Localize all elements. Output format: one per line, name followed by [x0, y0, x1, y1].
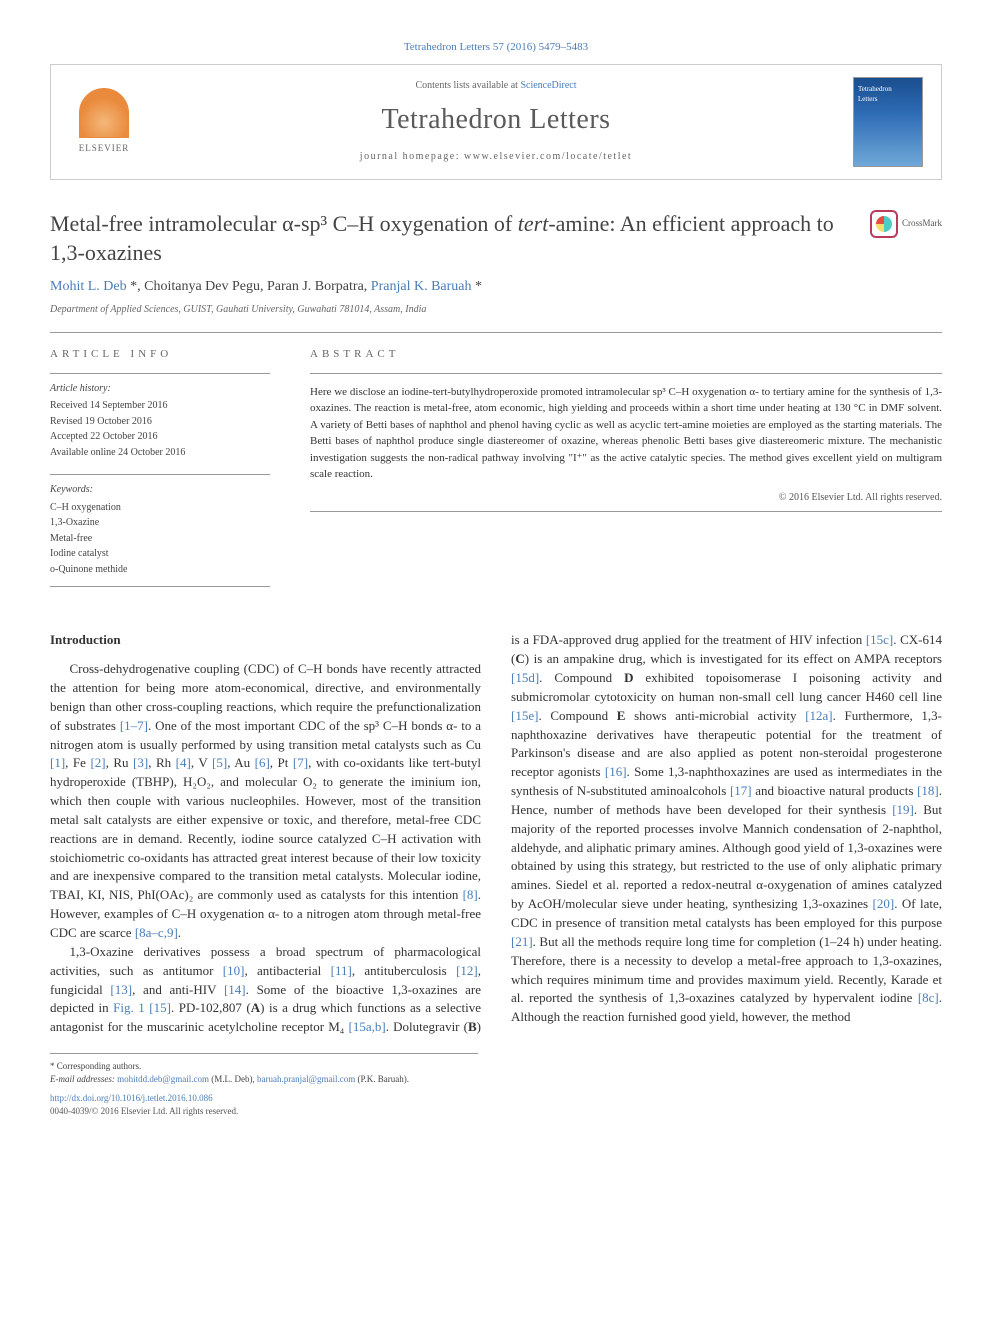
abstract-text: Here we disclose an iodine-tert-butylhyd… [310, 384, 942, 483]
elsevier-tree-icon [79, 88, 129, 138]
keywords-head: Keywords: [50, 483, 270, 498]
article-title: Metal-free intramolecular α-sp³ C–H oxyg… [50, 210, 850, 267]
footnotes: * Corresponding authors. E-mail addresse… [50, 1053, 478, 1118]
keyword: o-Quinone methide [50, 563, 270, 578]
email-who-1: (M.L. Deb), [209, 1074, 257, 1084]
history-line: Available online 24 October 2016 [50, 446, 270, 461]
history-head: Article history: [50, 382, 270, 397]
history-line: Received 14 September 2016 [50, 399, 270, 414]
rule-top [50, 332, 942, 333]
body-columns: Introduction Cross-dehydrogenative coupl… [50, 631, 942, 1037]
crossmark-label: CrossMark [902, 217, 942, 230]
affiliation: Department of Applied Sciences, GUIST, G… [50, 303, 942, 318]
keyword: Iodine catalyst [50, 547, 270, 562]
introduction-heading: Introduction [50, 631, 481, 650]
crossmark-widget[interactable]: CrossMark [870, 210, 942, 238]
keyword: 1,3-Oxazine [50, 516, 270, 531]
contents-prefix: Contents lists available at [415, 80, 520, 91]
publisher-label: ELSEVIER [79, 142, 130, 155]
email-link-2[interactable]: baruah.pranjal@gmail.com [257, 1074, 355, 1084]
corresponding-note: * Corresponding authors. [50, 1060, 478, 1073]
issn-line: 0040-4039/© 2016 Elsevier Ltd. All right… [50, 1105, 478, 1118]
history-line: Accepted 22 October 2016 [50, 430, 270, 445]
keyword: C–H oxygenation [50, 501, 270, 516]
history-line: Revised 19 October 2016 [50, 415, 270, 430]
journal-cover-thumbnail[interactable] [853, 77, 923, 167]
email-who-2: (P.K. Baruah). [355, 1074, 409, 1084]
homepage-url[interactable]: www.elsevier.com/locate/tetlet [464, 151, 632, 162]
homepage-prefix: journal homepage: [360, 151, 464, 162]
contents-available-line: Contents lists available at ScienceDirec… [159, 79, 833, 94]
journal-homepage-line: journal homepage: www.elsevier.com/locat… [159, 150, 833, 165]
journal-name: Tetrahedron Letters [159, 100, 833, 141]
keyword: Metal-free [50, 532, 270, 547]
authors-line: Mohit L. Deb *, Choitanya Dev Pegu, Para… [50, 277, 942, 297]
sciencedirect-link[interactable]: ScienceDirect [520, 80, 576, 91]
email-link-1[interactable]: mohitdd.deb@gmail.com [117, 1074, 209, 1084]
abstract-copyright: © 2016 Elsevier Ltd. All rights reserved… [310, 491, 942, 506]
journal-citation: Tetrahedron Letters 57 (2016) 5479–5483 [50, 40, 942, 56]
article-info-heading: ARTICLE INFO [50, 347, 270, 363]
abstract-column: ABSTRACT Here we disclose an iodine-tert… [310, 347, 942, 601]
body-paragraph-1: Cross-dehydrogenative coupling (CDC) of … [50, 660, 481, 943]
crossmark-icon [870, 210, 898, 238]
masthead: ELSEVIER Contents lists available at Sci… [50, 64, 942, 180]
elsevier-logo[interactable]: ELSEVIER [69, 83, 139, 161]
article-info-column: ARTICLE INFO Article history: Received 1… [50, 347, 270, 601]
abstract-heading: ABSTRACT [310, 347, 942, 363]
email-label: E-mail addresses: [50, 1074, 117, 1084]
email-line: E-mail addresses: mohitdd.deb@gmail.com … [50, 1073, 478, 1086]
doi-link[interactable]: http://dx.doi.org/10.1016/j.tetlet.2016.… [50, 1092, 478, 1105]
